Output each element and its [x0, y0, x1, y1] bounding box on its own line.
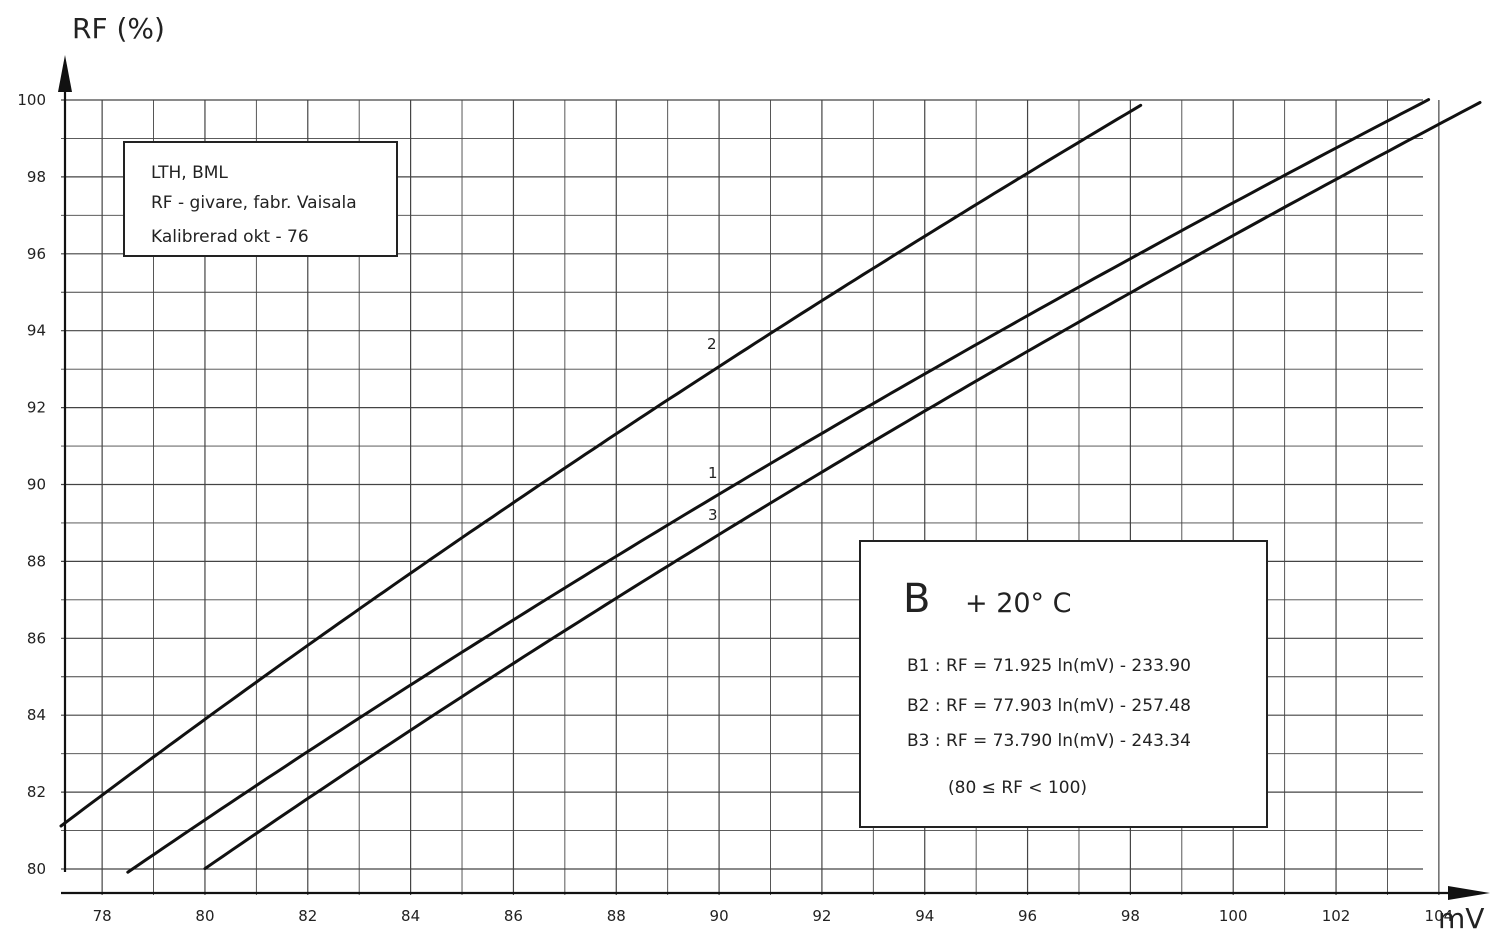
y-tick-label: 84 [27, 706, 46, 724]
series-label-1: 1 [708, 464, 718, 482]
x-tick-label: 96 [1018, 907, 1037, 925]
formula-range: (80 ≤ RF < 100) [948, 778, 1087, 798]
x-tick-label: 82 [298, 907, 317, 925]
x-tick-label: 78 [93, 907, 112, 925]
info-line-3: Kalibrerad okt - 76 [151, 227, 309, 247]
y-tick-label: 92 [27, 399, 46, 417]
info-box: LTH, BML RF - givare, fabr. Vaisala Kali… [124, 142, 397, 256]
info-line-2: RF - givare, fabr. Vaisala [151, 193, 357, 213]
formula-box-temperature: + 20° C [965, 588, 1072, 619]
y-tick-label: 98 [27, 168, 46, 186]
y-tick-label: 80 [27, 860, 46, 878]
y-tick-label: 86 [27, 629, 46, 647]
y-tick-label: 82 [27, 783, 46, 801]
x-tick-label: 98 [1121, 907, 1140, 925]
x-tick-label: 100 [1219, 907, 1248, 925]
series-label-3: 3 [708, 506, 718, 524]
formula-box: B + 20° C B1 : RF = 71.925 ln(mV) - 233.… [860, 541, 1267, 827]
x-tick-label: 94 [915, 907, 934, 925]
formula-b3: B3 : RF = 73.790 ln(mV) - 243.34 [907, 731, 1191, 751]
x-tick-label: 86 [504, 907, 523, 925]
x-tick-label: 102 [1322, 907, 1351, 925]
series-label-2: 2 [707, 335, 717, 353]
y-tick-label: 96 [27, 245, 46, 263]
y-tick-label: 100 [17, 91, 46, 109]
formula-b2: B2 : RF = 77.903 ln(mV) - 257.48 [907, 696, 1191, 716]
formula-b1: B1 : RF = 71.925 ln(mV) - 233.90 [907, 656, 1191, 676]
formula-box-title: B [903, 576, 930, 622]
x-tick-label: 84 [401, 907, 420, 925]
info-line-1: LTH, BML [151, 163, 228, 183]
y-tick-label: 94 [27, 322, 46, 340]
y-axis-arrow [58, 55, 72, 92]
y-tick-label: 88 [27, 552, 46, 570]
x-tick-label: 80 [195, 907, 214, 925]
x-axis-arrow [1448, 886, 1490, 900]
x-tick-label: 90 [710, 907, 729, 925]
x-axis-title: mV [1438, 902, 1484, 935]
x-tick-label: 92 [812, 907, 831, 925]
x-tick-label: 88 [607, 907, 626, 925]
y-axis-title: RF (%) [72, 12, 165, 45]
y-tick-label: 90 [27, 476, 46, 494]
